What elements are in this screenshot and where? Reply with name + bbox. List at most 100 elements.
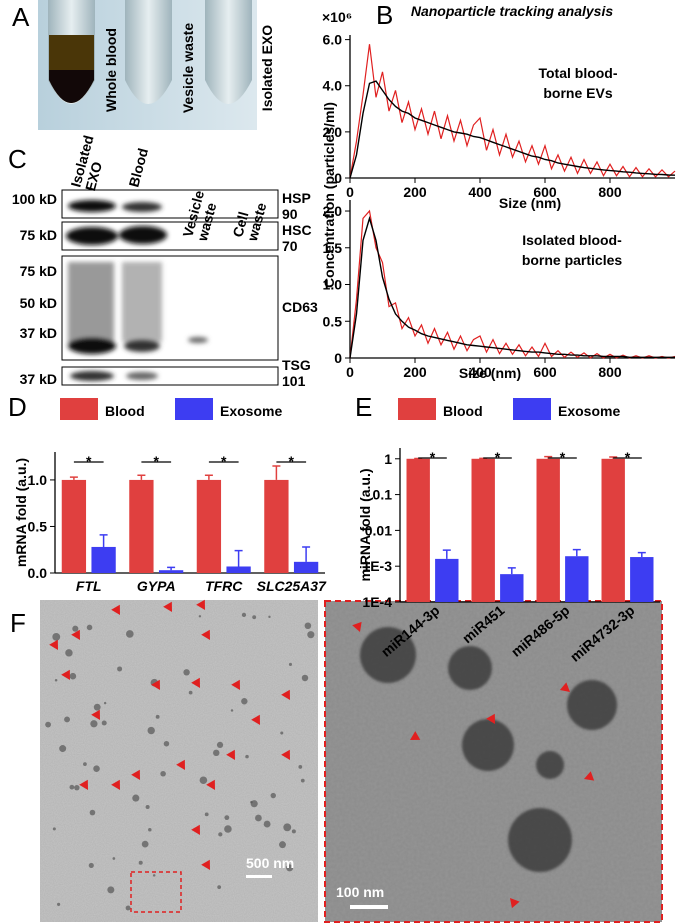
x-tick-label: 600 bbox=[533, 184, 557, 200]
legend-swatch bbox=[513, 398, 551, 420]
particle bbox=[65, 649, 73, 657]
y-tick-label: 0 bbox=[334, 170, 342, 186]
bar bbox=[471, 458, 495, 602]
arrowhead bbox=[206, 779, 215, 790]
particle bbox=[59, 745, 67, 753]
scale-label: 100 nm bbox=[336, 884, 384, 900]
arrowhead bbox=[191, 677, 200, 688]
error-bar bbox=[167, 566, 176, 571]
x-tick-label: 400 bbox=[468, 364, 492, 380]
particle bbox=[163, 740, 170, 747]
error-bar bbox=[99, 534, 108, 547]
x-tick-label: 200 bbox=[403, 364, 427, 380]
y-axis-label: miRNA fold (a.u.) bbox=[357, 468, 373, 581]
protein-label-line: 70 bbox=[282, 238, 298, 254]
marker-label: 50 kD bbox=[20, 295, 57, 311]
particle bbox=[298, 765, 303, 769]
lane-label: IsolatedEXO bbox=[67, 134, 111, 193]
error-bar bbox=[234, 549, 243, 567]
arrowhead bbox=[176, 759, 185, 770]
arrowhead bbox=[151, 679, 160, 690]
y-tick-label: 0.5 bbox=[28, 518, 48, 534]
particle bbox=[255, 814, 262, 822]
protein-label: CD63 bbox=[282, 299, 318, 315]
lane-label: Cellwaste bbox=[229, 197, 269, 244]
bar bbox=[293, 561, 319, 573]
line-series bbox=[349, 44, 676, 179]
particle bbox=[152, 874, 156, 877]
legend-swatch bbox=[175, 398, 213, 420]
bar bbox=[601, 458, 625, 602]
y-tick-label: 0.5 bbox=[323, 313, 343, 329]
particle bbox=[252, 615, 257, 620]
annotation: Total blood- bbox=[538, 65, 617, 81]
particle bbox=[307, 631, 315, 639]
lane-label-line: Cell bbox=[229, 210, 251, 239]
arrowhead bbox=[584, 771, 595, 781]
particle bbox=[268, 615, 271, 619]
x-tick-label: FTL bbox=[76, 578, 102, 594]
particle bbox=[279, 841, 286, 849]
y-tick-label: 4.0 bbox=[323, 78, 343, 94]
marker-label: 75 kD bbox=[20, 263, 57, 279]
legend-swatch bbox=[60, 398, 98, 420]
arrowhead bbox=[191, 824, 200, 835]
arrowhead bbox=[49, 639, 58, 650]
arrowhead bbox=[91, 709, 100, 720]
particle bbox=[90, 720, 98, 728]
particle bbox=[138, 860, 143, 865]
particle bbox=[125, 905, 131, 911]
scale-label: 500 nm bbox=[246, 855, 294, 871]
vesicle bbox=[448, 646, 492, 690]
particle bbox=[141, 840, 149, 848]
panel-a bbox=[38, 0, 257, 130]
protein-label: HSC 70 bbox=[282, 222, 312, 254]
arrowhead bbox=[410, 731, 421, 740]
legend-label: Exosome bbox=[220, 403, 282, 419]
y-tick-label: 1 bbox=[384, 451, 392, 467]
line-series bbox=[349, 215, 675, 359]
legend-label: Blood bbox=[105, 403, 145, 419]
y-tick-label: 0.0 bbox=[28, 565, 48, 581]
significance: * bbox=[560, 449, 566, 465]
band bbox=[68, 200, 116, 212]
particle bbox=[204, 812, 209, 817]
significance: * bbox=[86, 453, 92, 469]
bar bbox=[406, 458, 430, 602]
x-tick-label: 600 bbox=[533, 364, 557, 380]
particle bbox=[155, 714, 160, 719]
arrowhead bbox=[131, 769, 140, 780]
marker-label: 37 kD bbox=[20, 371, 57, 387]
protein-label-line: TSG bbox=[282, 357, 311, 373]
particle bbox=[93, 703, 101, 711]
arrowhead bbox=[201, 629, 210, 640]
panel-label: B bbox=[376, 0, 393, 30]
particle bbox=[107, 886, 115, 894]
scale-bar bbox=[350, 905, 388, 909]
error-bar bbox=[137, 474, 146, 480]
y-tick-label: 1.5 bbox=[323, 240, 343, 256]
error-bar bbox=[637, 551, 646, 558]
x-tick-label: 400 bbox=[468, 184, 492, 200]
smear bbox=[122, 262, 162, 342]
arrowhead bbox=[559, 682, 570, 692]
significance: * bbox=[625, 449, 631, 465]
particle bbox=[52, 632, 61, 641]
particle bbox=[288, 662, 293, 666]
particle bbox=[304, 622, 312, 630]
arrowhead bbox=[281, 689, 290, 700]
arrowhead bbox=[352, 621, 362, 632]
particle bbox=[213, 749, 220, 757]
bar bbox=[196, 479, 222, 573]
protein-label-line: 90 bbox=[282, 206, 298, 222]
arrowhead bbox=[111, 604, 120, 615]
x-tick-label: 200 bbox=[403, 184, 427, 200]
band bbox=[68, 338, 116, 354]
particle bbox=[263, 820, 271, 828]
panel-label: F bbox=[10, 608, 26, 638]
marker-label: 37 kD bbox=[20, 325, 57, 341]
particle bbox=[101, 720, 107, 726]
panel-label: C bbox=[8, 144, 27, 174]
protein-label-line: 101 bbox=[282, 373, 306, 389]
particle bbox=[241, 698, 248, 705]
